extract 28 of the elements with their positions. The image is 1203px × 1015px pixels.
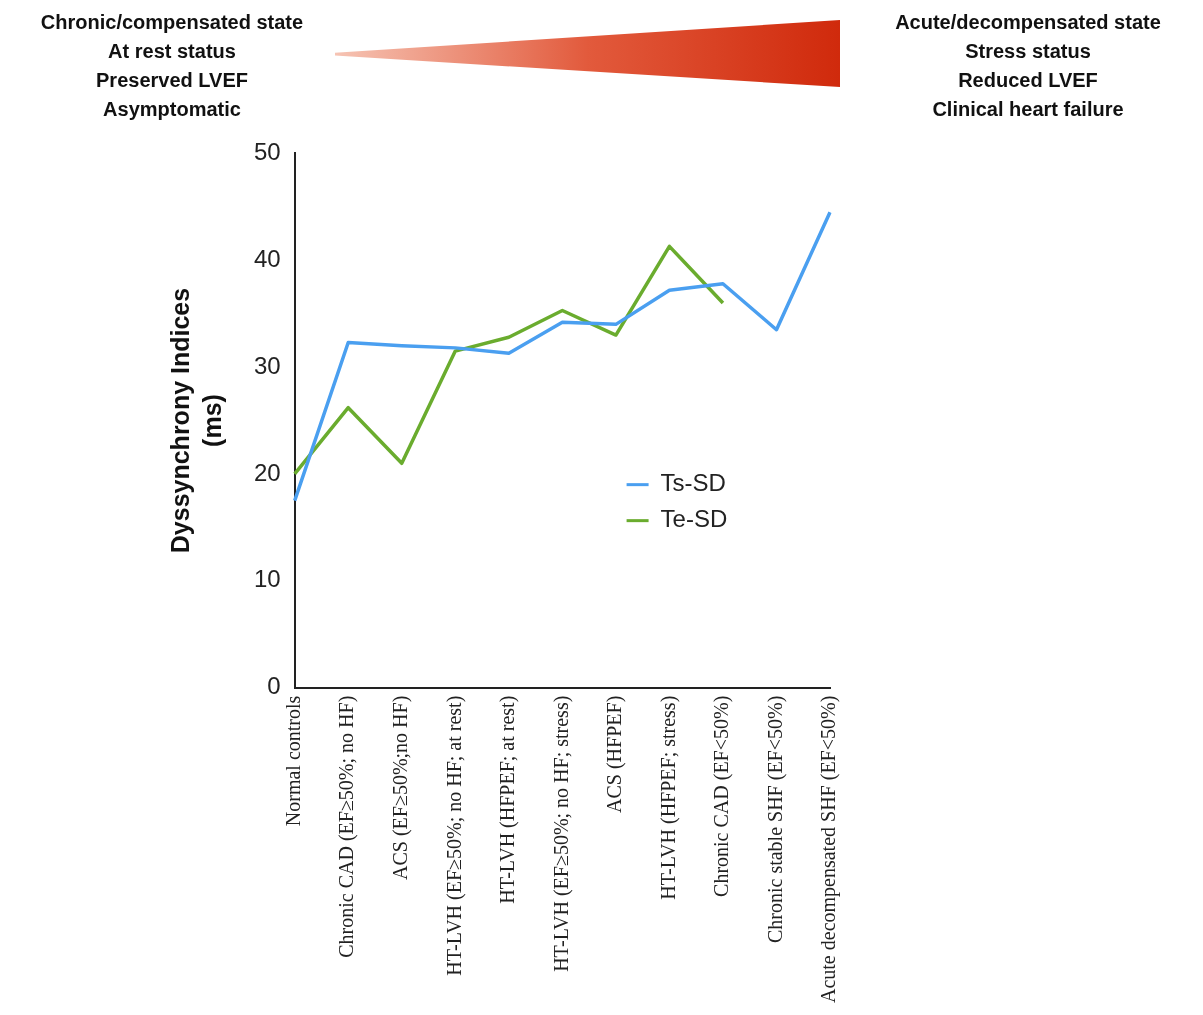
x-tick-label: ACS (EF≥50%;no HF)	[389, 695, 413, 880]
text: Acute/decompensated state	[894, 10, 1162, 35]
x-tick-label: HT-LVH (EF≥50%; no HF; at rest)	[442, 695, 466, 976]
x-tick-label: HT-LVH (EF≥50%; no HF; stress)	[549, 695, 573, 972]
legend-label: Ts-SD	[660, 469, 726, 497]
x-tick-label: Acute decompensated SHF (EF<50%)	[817, 695, 841, 1003]
legend-label: Te-SD	[660, 505, 728, 533]
y-tick-label: 50	[253, 138, 281, 166]
y-axis-title: Dyssynchrony Indices (ms)	[165, 287, 226, 554]
x-tick-label: Chronic CAD (EF≥50%; no HF)	[335, 695, 359, 958]
y-tick-label: 20	[253, 458, 281, 486]
text: Clinical heart failure	[931, 97, 1125, 122]
text: Reduced LVEF	[957, 68, 1099, 93]
text: Stress status	[964, 39, 1092, 64]
y-tick-label: 40	[253, 244, 281, 272]
y-tick-label: 30	[253, 351, 281, 379]
text: Chronic/compensated state	[39, 10, 305, 35]
y-tick-label: 0	[267, 672, 281, 700]
x-tick-label: HT-LVH (HFPEF; stress)	[656, 695, 680, 900]
y-tick-label: 10	[253, 565, 281, 593]
x-tick-label: Chronic stable SHF (EF<50%)	[763, 695, 787, 944]
x-tick-label: ACS (HFPEF)	[603, 695, 627, 813]
text: At rest status	[107, 39, 237, 64]
text: Asymptomatic	[102, 97, 242, 122]
x-tick-label: Normal controls	[281, 695, 304, 827]
text: Preserved LVEF	[95, 68, 249, 93]
x-tick-label: Chronic CAD (EF<50%)	[710, 695, 734, 897]
x-tick-label: HT-LVH (HFPEF; at rest)	[496, 695, 520, 904]
